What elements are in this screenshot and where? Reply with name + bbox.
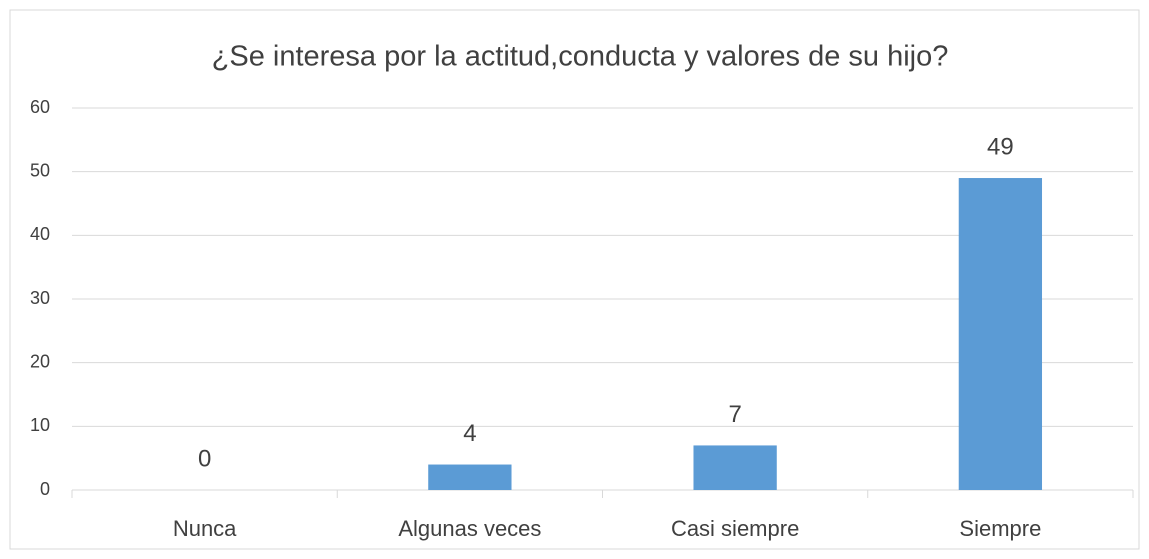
y-tick-label: 40: [30, 224, 50, 244]
x-tick-label: Algunas veces: [398, 516, 541, 541]
x-tick-label: Siempre: [959, 516, 1041, 541]
y-tick-label: 10: [30, 415, 50, 435]
y-tick-label: 50: [30, 160, 50, 180]
data-label: 7: [728, 401, 741, 428]
y-tick-label: 20: [30, 351, 50, 371]
x-tick-label: Casi siempre: [671, 516, 799, 541]
y-tick-label: 0: [40, 479, 50, 499]
bar: [428, 464, 512, 490]
bar: [693, 445, 777, 490]
chart-border: [9, 9, 1140, 550]
y-tick-label: 60: [30, 97, 50, 117]
bar: [958, 178, 1043, 491]
y-tick-label: 30: [30, 288, 50, 308]
chart-title: ¿Se interesa por la actitud,conducta y v…: [212, 41, 949, 73]
data-label: 4: [463, 420, 476, 447]
data-label: 49: [987, 133, 1014, 160]
data-label: 0: [198, 445, 211, 472]
x-tick-label: Nunca: [173, 516, 237, 541]
